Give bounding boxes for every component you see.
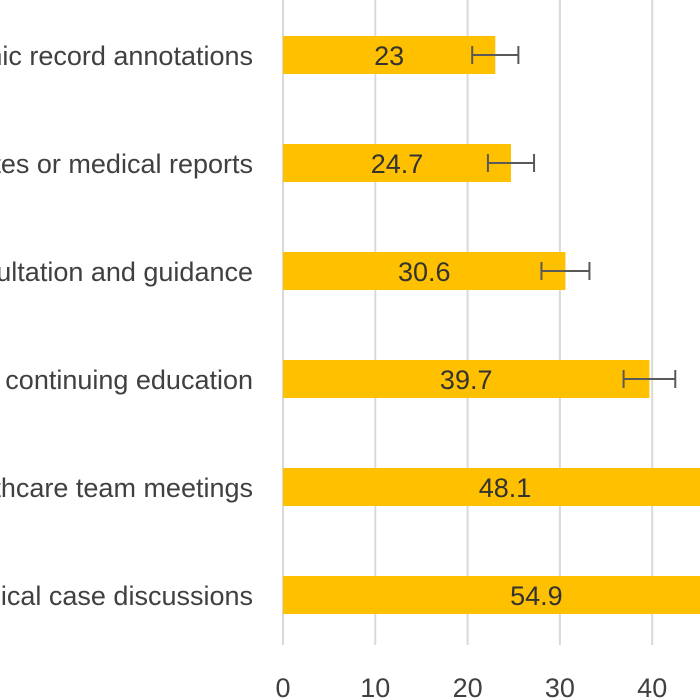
data-label-4: 48.1	[479, 473, 532, 503]
category-label-0: nic record annotations	[0, 41, 253, 71]
bar-1	[283, 144, 511, 182]
category-label-3: d continuing education	[0, 365, 253, 395]
tick-label-30: 30	[545, 673, 575, 700]
error-bar-0	[471, 46, 520, 64]
category-label-2: sultation and guidance	[0, 257, 253, 287]
category-label-4: lthcare team meetings	[0, 473, 253, 503]
tick-label-10: 10	[360, 673, 390, 700]
x-axis-tick-labels: 0 10 20 30 40	[275, 673, 667, 700]
data-label-5: 54.9	[510, 581, 563, 611]
bars	[283, 36, 700, 614]
tick-label-40: 40	[637, 673, 667, 700]
data-label-0: 23	[374, 41, 404, 71]
tick-label-0: 0	[275, 673, 290, 700]
category-labels: nic record annotations ates or medical re…	[0, 41, 253, 611]
bar-4	[283, 468, 700, 506]
tick-label-20: 20	[453, 673, 483, 700]
data-label-1: 24.7	[371, 149, 424, 179]
gridlines	[282, 0, 654, 645]
error-bar-2	[540, 262, 591, 280]
error-bars	[471, 46, 677, 388]
category-label-5: nical case discussions	[0, 581, 253, 611]
bar-2	[283, 252, 566, 290]
data-label-2: 30.6	[398, 257, 451, 287]
bar-3	[283, 360, 650, 398]
category-label-1: ates or medical reports	[0, 149, 253, 179]
bar-0	[283, 36, 496, 74]
bar-5	[283, 576, 700, 614]
error-bar-3	[622, 370, 677, 388]
data-labels: 23 24.7 30.6 39.7 48.1 54.9	[371, 41, 563, 611]
error-bar-1	[486, 154, 536, 172]
data-label-3: 39.7	[440, 365, 493, 395]
